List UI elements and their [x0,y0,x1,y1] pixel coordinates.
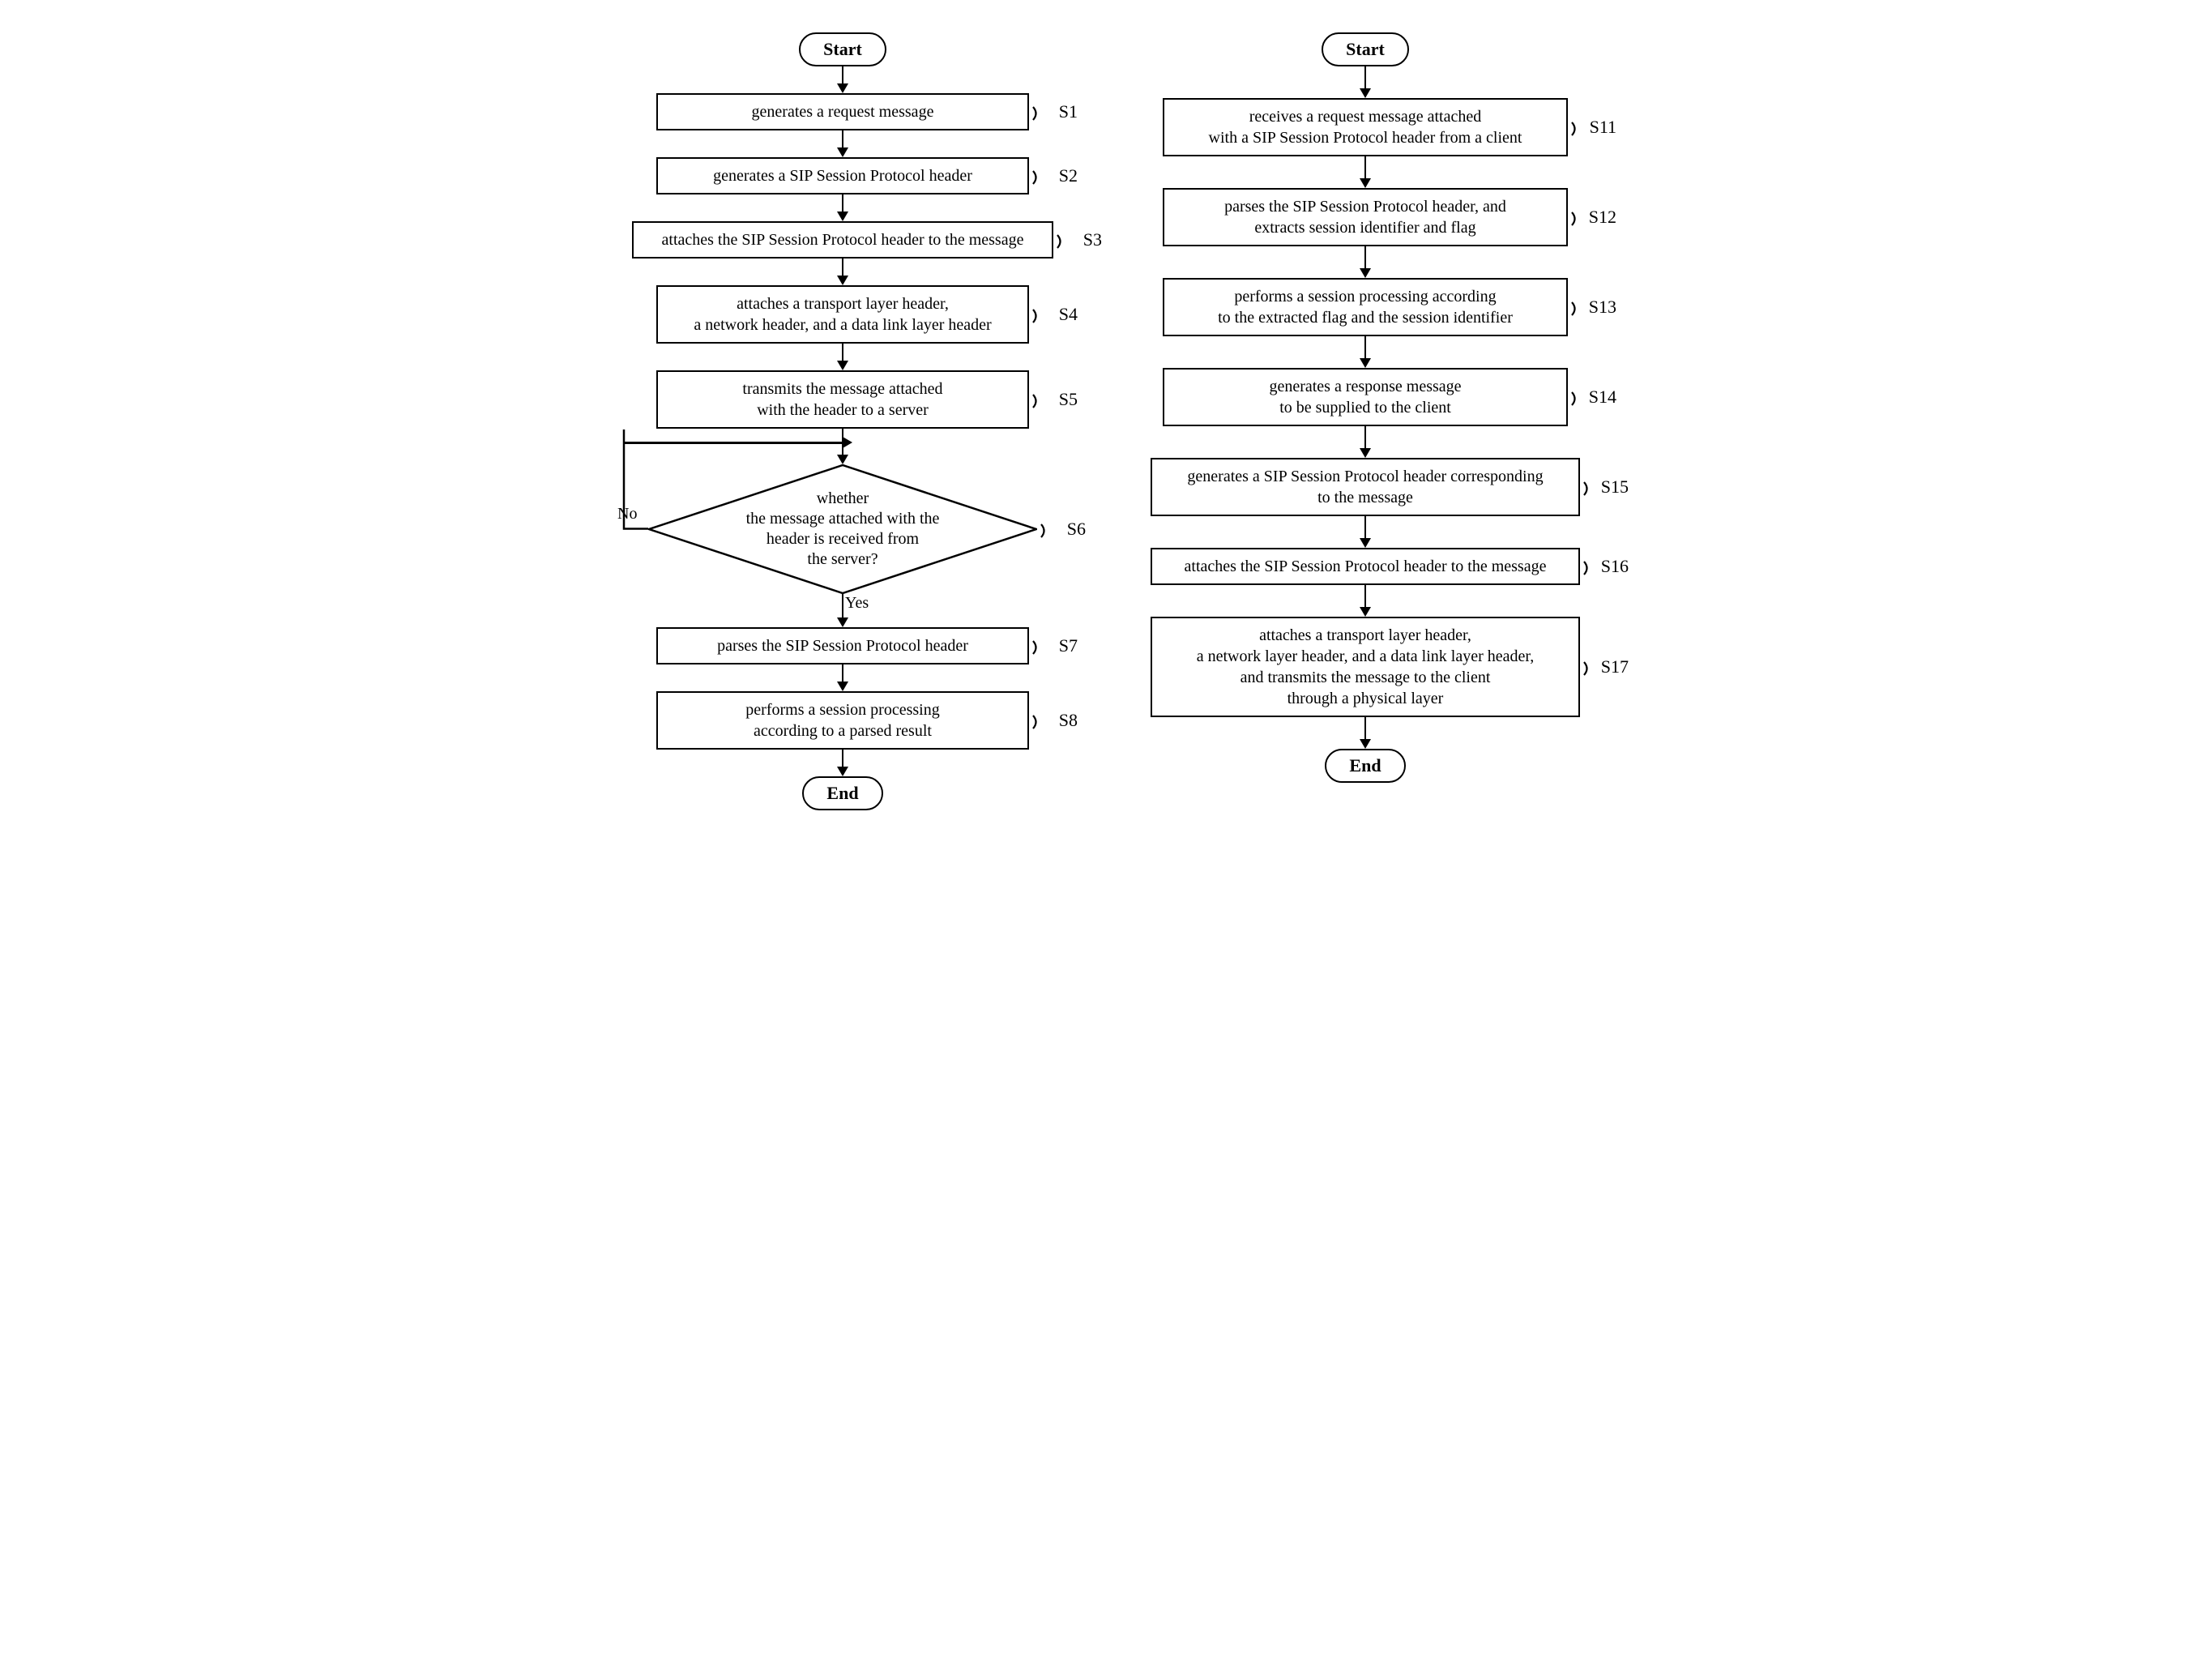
process-S16: attaches the SIP Session Protocol header… [1151,548,1580,585]
label-tick [1032,102,1044,122]
decision-text: whetherthe message attached with thehead… [648,464,1037,594]
step-row-S2: generates a SIP Session Protocol headerS… [656,157,1029,194]
process-S13: performs a session processing accordingt… [1163,278,1568,336]
connector-arrow [837,130,848,157]
label-tick [1571,207,1582,227]
terminator-start: Start [1322,32,1409,66]
step-row-S8: performs a session processingaccording t… [656,691,1029,750]
merge-junction [837,429,848,464]
process-S11: receives a request message attachedwith … [1163,98,1568,156]
label-tick [1032,636,1044,656]
step-row-S4: attaches a transport layer header,a netw… [656,285,1029,344]
decision-yes-connector: Yes [837,594,848,627]
process-S8: performs a session processingaccording t… [656,691,1029,750]
connector-arrow [1360,585,1371,617]
process-S15: generates a SIP Session Protocol header … [1151,458,1580,516]
process-S4: attaches a transport layer header,a netw… [656,285,1029,344]
step-label-S6: S6 [1067,519,1086,540]
step-label-S16: S16 [1601,556,1629,577]
decision-S6: whetherthe message attached with thehead… [648,464,1037,594]
label-tick [1032,305,1044,324]
step-row-S17: attaches a transport layer header,a netw… [1151,617,1580,717]
step-label-S2: S2 [1059,165,1078,186]
process-S7: parses the SIP Session Protocol header [656,627,1029,664]
step-row-S11: receives a request message attachedwith … [1163,98,1568,156]
connector-arrow [837,194,848,221]
decision-no-label: No [617,505,637,523]
step-label-S7: S7 [1059,635,1078,656]
step-row-S15: generates a SIP Session Protocol header … [1151,458,1580,516]
connector-arrow [837,259,848,285]
step-label-S1: S1 [1059,101,1078,122]
process-S2: generates a SIP Session Protocol header [656,157,1029,194]
flowchart-left: Startgenerates a request messageS1genera… [632,32,1053,810]
label-tick [1571,118,1582,137]
step-label-S14: S14 [1589,387,1616,408]
label-tick [1583,557,1595,576]
process-S17: attaches a transport layer header,a netw… [1151,617,1580,717]
process-S3: attaches the SIP Session Protocol header… [632,221,1053,259]
connector-arrow [837,664,848,691]
step-row-S5: transmits the message attachedwith the h… [656,370,1029,429]
terminator-end: End [1325,749,1405,783]
connector-arrow [837,750,848,776]
step-row-S1: generates a request messageS1 [656,93,1029,130]
label-tick [1583,657,1595,677]
process-S14: generates a response messageto be suppli… [1163,368,1568,426]
connector-arrow [837,66,848,93]
label-tick [1583,477,1595,497]
connector-arrow [837,344,848,370]
step-row-S16: attaches the SIP Session Protocol header… [1151,548,1580,585]
label-tick [1057,230,1068,250]
connector-arrow [1360,426,1371,458]
step-label-S11: S11 [1590,117,1616,138]
page: Startgenerates a request messageS1genera… [32,32,2180,810]
step-label-S12: S12 [1589,207,1616,228]
flowchart-right: Start receives a request message attached… [1151,32,1580,783]
step-label-S8: S8 [1059,710,1078,731]
step-label-S5: S5 [1059,389,1078,410]
process-S5: transmits the message attachedwith the h… [656,370,1029,429]
label-tick [1571,387,1582,407]
step-label-S3: S3 [1083,229,1102,250]
connector-arrow [1360,246,1371,278]
connector-arrow [1360,336,1371,368]
step-row-S7: parses the SIP Session Protocol headerS7 [656,627,1029,664]
label-tick [1571,297,1582,317]
step-label-S17: S17 [1601,656,1629,677]
connector-arrow [1360,156,1371,188]
terminator-end: End [802,776,882,810]
step-row-S12: parses the SIP Session Protocol header, … [1163,188,1568,246]
label-tick [1032,166,1044,186]
connector-arrow [1360,516,1371,548]
step-row-S14: generates a response messageto be suppli… [1163,368,1568,426]
label-tick [1040,519,1052,539]
step-label-S15: S15 [1601,476,1629,498]
process-S1: generates a request message [656,93,1029,130]
decision-yes-label: Yes [845,594,869,613]
loop-merge-bar [842,442,844,444]
process-S12: parses the SIP Session Protocol header, … [1163,188,1568,246]
step-label-S13: S13 [1589,297,1616,318]
terminator-start: Start [799,32,886,66]
label-tick [1032,711,1044,730]
step-label-S4: S4 [1059,304,1078,325]
step-row-S3: attaches the SIP Session Protocol header… [632,221,1053,259]
step-row-S13: performs a session processing accordingt… [1163,278,1568,336]
connector-arrow [1360,66,1371,98]
label-tick [1032,390,1044,409]
connector-arrow [1360,717,1371,749]
